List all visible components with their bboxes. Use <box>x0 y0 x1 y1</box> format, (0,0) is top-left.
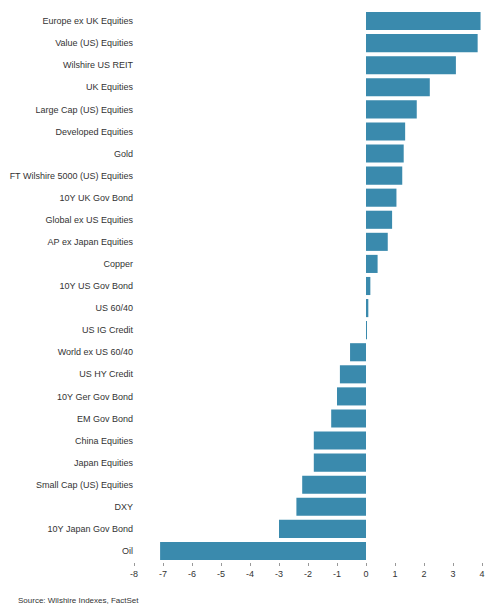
svg-text:10Y Ger Gov Bond: 10Y Ger Gov Bond <box>57 392 133 402</box>
svg-text:-8: -8 <box>130 569 138 579</box>
svg-text:-4: -4 <box>246 569 254 579</box>
svg-text:10Y Japan Gov Bond: 10Y Japan Gov Bond <box>48 524 133 534</box>
svg-text:Small Cap (US) Equities: Small Cap (US) Equities <box>36 480 134 490</box>
svg-text:Wilshire US REIT: Wilshire US REIT <box>63 60 134 70</box>
svg-text:US HY Credit: US HY Credit <box>79 369 133 379</box>
svg-text:Oil: Oil <box>122 546 133 556</box>
svg-text:Copper: Copper <box>103 259 133 269</box>
svg-text:-2: -2 <box>304 569 312 579</box>
svg-text:World ex US 60/40: World ex US 60/40 <box>58 347 133 357</box>
svg-text:FT Wilshire 5000 (US) Equities: FT Wilshire 5000 (US) Equities <box>10 171 134 181</box>
svg-text:-5: -5 <box>217 569 225 579</box>
svg-text:Europe ex UK Equities: Europe ex UK Equities <box>42 16 133 26</box>
svg-text:-6: -6 <box>188 569 196 579</box>
svg-text:US 60/40: US 60/40 <box>95 303 133 313</box>
svg-text:Global ex US Equities: Global ex US Equities <box>45 215 133 225</box>
svg-text:0: 0 <box>363 569 368 579</box>
svg-text:China Equities: China Equities <box>75 436 134 446</box>
svg-text:-3: -3 <box>275 569 283 579</box>
svg-text:Gold: Gold <box>114 149 133 159</box>
svg-text:2: 2 <box>421 569 426 579</box>
svg-text:AP ex Japan Equities: AP ex Japan Equities <box>48 237 134 247</box>
svg-text:Large Cap (US) Equities: Large Cap (US) Equities <box>35 105 133 115</box>
svg-text:3: 3 <box>450 569 455 579</box>
svg-text:Developed Equities: Developed Equities <box>55 127 133 137</box>
svg-text:EM Gov Bond: EM Gov Bond <box>77 414 133 424</box>
svg-text:Source: Wilshire Indexes, Fact: Source: Wilshire Indexes, FactSet <box>18 596 139 605</box>
svg-text:10Y UK Gov Bond: 10Y UK Gov Bond <box>60 193 133 203</box>
svg-text:-1: -1 <box>333 569 341 579</box>
svg-text:-7: -7 <box>159 569 167 579</box>
svg-text:1: 1 <box>392 569 397 579</box>
svg-text:Japan Equities: Japan Equities <box>74 458 134 468</box>
svg-text:10Y US Gov Bond: 10Y US Gov Bond <box>60 281 133 291</box>
svg-text:Value (US) Equities: Value (US) Equities <box>55 38 133 48</box>
svg-text:US IG Credit: US IG Credit <box>82 325 134 335</box>
svg-text:DXY: DXY <box>114 502 133 512</box>
svg-text:UK Equities: UK Equities <box>86 82 134 92</box>
svg-text:4: 4 <box>479 569 484 579</box>
